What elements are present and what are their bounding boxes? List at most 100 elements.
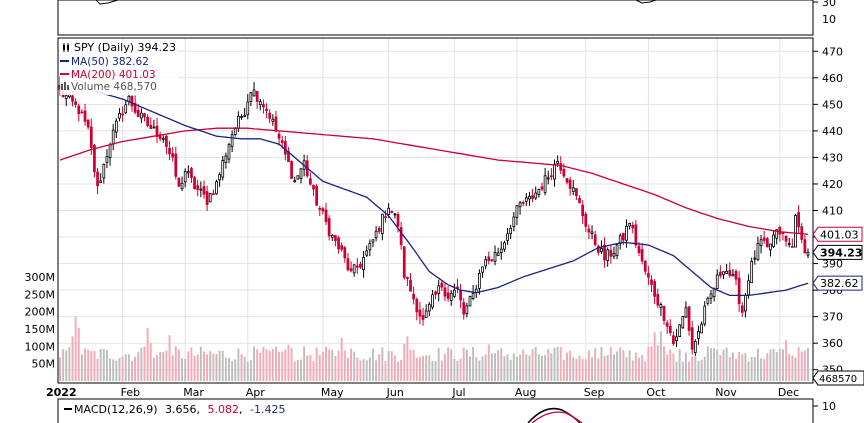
- volume-bar: [406, 336, 409, 381]
- macd-legend: MACD(12,26,9) 3.656, 5.082, -1.425: [74, 403, 286, 416]
- volume-bar: [118, 358, 121, 381]
- price-gridlines: [58, 50, 813, 371]
- volume-bar: [165, 350, 168, 381]
- volume-bar: [274, 346, 277, 381]
- volume-bar: [462, 347, 465, 381]
- candle-body: [96, 171, 99, 187]
- volume-bar: [418, 357, 421, 381]
- volume-bar: [619, 347, 622, 381]
- candle-body: [246, 101, 250, 116]
- candle-body: [362, 257, 365, 271]
- volume-bar: [725, 347, 728, 381]
- volume-bar: [187, 351, 190, 381]
- volume-bar: [800, 351, 803, 381]
- candle-body: [571, 187, 575, 192]
- volume-bar: [459, 358, 462, 381]
- candle-body: [74, 101, 78, 105]
- volume-bar: [262, 346, 265, 381]
- candle-body: [578, 197, 581, 204]
- volume-bar: [587, 350, 590, 381]
- candle-body: [221, 159, 225, 178]
- candle-body: [421, 315, 425, 320]
- candle-body: [515, 205, 519, 218]
- volume-bar: [431, 360, 434, 381]
- candle-body: [218, 174, 221, 181]
- volume-bar: [162, 352, 165, 381]
- volume-bar: [672, 353, 675, 381]
- candle-body: [183, 171, 187, 183]
- volume-bar: [591, 357, 594, 381]
- volume-bar: [287, 344, 290, 381]
- volume-bar: [243, 356, 246, 381]
- candle-body: [581, 204, 585, 217]
- volume-bar: [481, 356, 484, 381]
- volume-bar: [547, 349, 550, 381]
- volume-bar: [581, 358, 584, 381]
- candle-body: [787, 243, 791, 245]
- candle-body: [274, 116, 278, 132]
- volume-bar: [99, 348, 102, 381]
- volume-bar: [537, 354, 540, 381]
- candle-body: [237, 115, 240, 129]
- volume-bar: [234, 359, 237, 381]
- volume-bar: [512, 353, 515, 381]
- volume-bar: [744, 353, 747, 381]
- volume-bar: [638, 357, 640, 381]
- volume-bar: [331, 349, 334, 381]
- candle-body: [340, 245, 344, 250]
- candle-body: [146, 116, 149, 126]
- volume-badge-shape: [812, 370, 864, 386]
- candle-body: [584, 213, 588, 227]
- volume-bar: [747, 361, 750, 381]
- candle-body: [778, 227, 782, 235]
- price-badge-shape: [812, 226, 863, 242]
- volume-bar: [124, 354, 127, 381]
- price-tick-390: 390: [822, 258, 843, 271]
- candle-body: [621, 232, 625, 241]
- top-panel-frame: [57, 0, 814, 36]
- candle-body: [759, 239, 763, 247]
- volume-bar: [566, 352, 568, 381]
- candle-body: [427, 303, 431, 312]
- volume-bar: [625, 356, 628, 381]
- candle-body: [496, 252, 500, 257]
- candle-body: [706, 297, 710, 304]
- volume-bar: [259, 352, 262, 381]
- candle-body: [227, 144, 231, 160]
- volume-bar: [199, 346, 202, 381]
- candle-body: [171, 153, 175, 158]
- volume-bar: [190, 347, 193, 381]
- candle-body: [384, 216, 387, 219]
- volume-bar: [434, 361, 437, 381]
- volume-bar: [181, 358, 184, 381]
- volume-bar: [68, 347, 71, 381]
- ma50-line: [94, 90, 809, 297]
- candle-body: [703, 305, 707, 325]
- candle-body: [193, 177, 196, 190]
- volume-bars: [59, 316, 809, 381]
- volume-bar: [221, 350, 224, 381]
- candle-body: [334, 235, 337, 241]
- candle-body: [518, 202, 522, 208]
- volume-bar: [237, 348, 240, 381]
- legend-background: [60, 40, 178, 95]
- candle-body: [64, 95, 68, 99]
- volume-bar: [115, 360, 118, 381]
- candle-body: [71, 95, 74, 102]
- candle-body: [462, 302, 466, 315]
- candle-body: [509, 227, 513, 235]
- candle-body: [108, 144, 112, 158]
- candle-body: [728, 270, 732, 276]
- candle-body: [409, 279, 412, 292]
- volume-bar: [628, 350, 631, 381]
- volume-bar: [616, 351, 619, 381]
- candle-body: [168, 147, 171, 155]
- candle-body: [474, 288, 478, 293]
- volume-bar: [74, 316, 77, 381]
- volume-bar: [606, 355, 609, 381]
- volume-bar: [484, 354, 487, 381]
- candle-body: [255, 91, 259, 102]
- candle-body: [678, 324, 682, 337]
- volume-bar: [77, 327, 80, 381]
- candle-body: [359, 264, 362, 268]
